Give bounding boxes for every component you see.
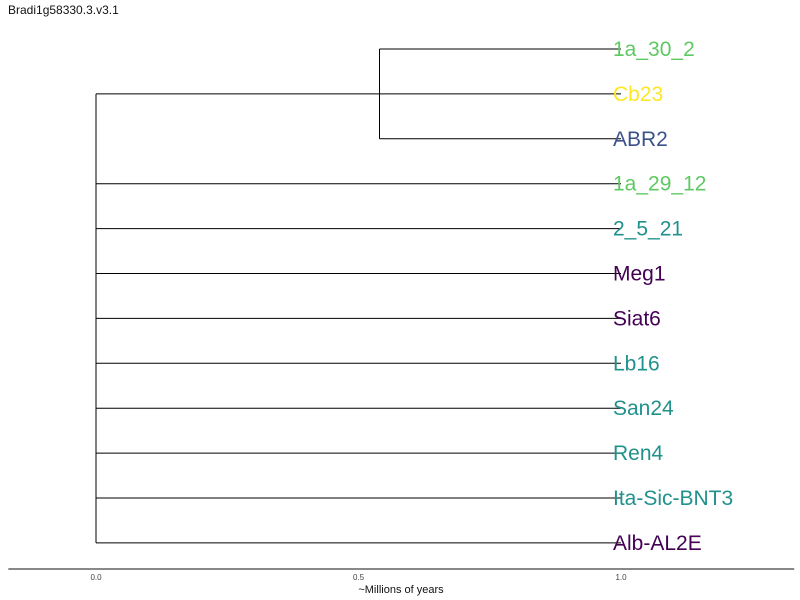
leaf-label: Ita-Sic-BNT3	[613, 487, 733, 510]
axis-tick-label: 0.0	[90, 573, 102, 582]
leaf-label: Siat6	[613, 307, 661, 330]
tree: 1a_30_2 Cb23 ABR2 1a_29_12 2_5_21 Meg1 Siat6 Lb…	[95, 38, 733, 555]
leaf-label: 1a_29_12	[613, 173, 706, 196]
leaf-label: Alb-AL2E	[613, 532, 702, 555]
figure-title: Bradi1g58330.3.v3.1	[8, 3, 119, 17]
time-axis: ~Millions of years 0.0 0.5 1.0	[8, 568, 795, 596]
axis-label: ~Millions of years	[358, 584, 444, 596]
leaf-label: Lb16	[613, 352, 660, 375]
leaf-label: Meg1	[613, 263, 666, 286]
axis-tick-label: 0.5	[353, 573, 365, 582]
leaf-label: 2_5_21	[613, 218, 683, 241]
leaf-label: Ren4	[613, 442, 664, 465]
axis-tick-label: 1.0	[615, 573, 627, 582]
leaf-label: 1a_30_2	[613, 38, 695, 61]
leaf-label: San24	[613, 397, 674, 420]
leaf-label: Cb23	[613, 83, 663, 106]
leaf-label: ABR2	[613, 128, 668, 151]
